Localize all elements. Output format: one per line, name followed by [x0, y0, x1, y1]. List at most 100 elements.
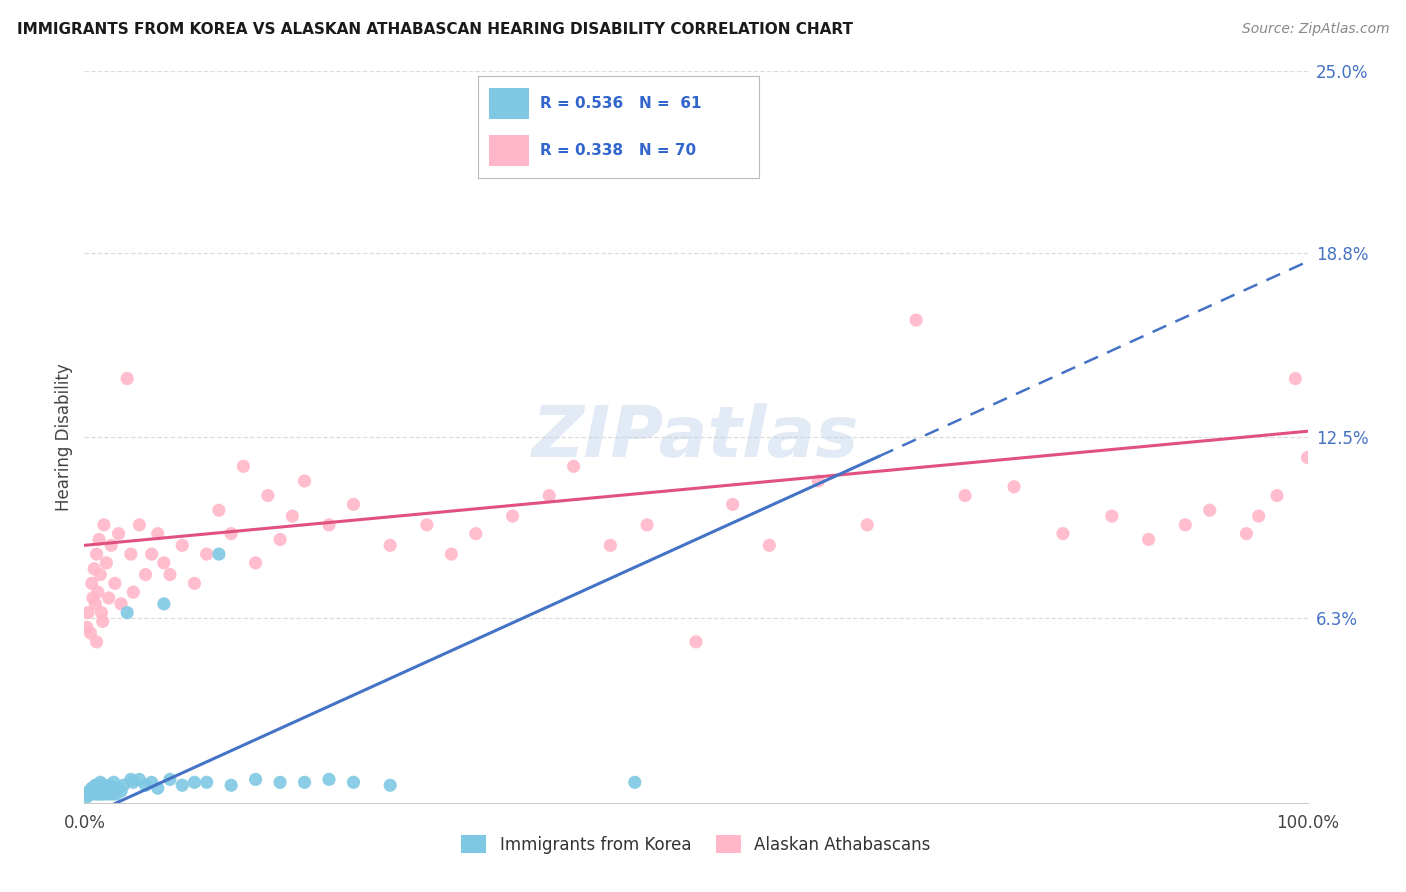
Point	[153, 597, 176, 611]
Point	[141, 547, 163, 561]
Point	[599, 538, 621, 552]
Point	[84, 787, 107, 801]
Point	[84, 597, 107, 611]
Point	[120, 547, 142, 561]
Point	[86, 778, 108, 792]
Point	[146, 781, 169, 796]
Point	[79, 787, 101, 801]
Point	[79, 626, 101, 640]
Point	[624, 775, 647, 789]
Point	[1137, 533, 1160, 547]
Point	[721, 497, 744, 511]
Point	[97, 778, 120, 792]
Point	[135, 778, 157, 792]
Point	[195, 775, 218, 789]
Point	[1052, 526, 1074, 541]
Point	[97, 784, 120, 798]
Point	[98, 784, 121, 798]
Point	[1265, 489, 1288, 503]
Point	[86, 784, 108, 798]
Point	[104, 784, 127, 798]
Bar	[489, 136, 529, 166]
Point	[122, 585, 145, 599]
Point	[77, 787, 100, 801]
Point	[219, 778, 242, 792]
Point	[107, 526, 129, 541]
Point	[636, 517, 658, 532]
Point	[80, 787, 103, 801]
Point	[159, 567, 181, 582]
Point	[115, 606, 138, 620]
Point	[79, 784, 101, 798]
Point	[1236, 526, 1258, 541]
Point	[101, 787, 124, 801]
Point	[318, 517, 340, 532]
Point	[502, 509, 524, 524]
Point	[83, 784, 105, 798]
Point	[1284, 371, 1306, 385]
Point	[122, 775, 145, 789]
Point	[91, 787, 114, 801]
Point	[146, 526, 169, 541]
Point	[100, 538, 122, 552]
Point	[91, 615, 114, 629]
Point	[257, 489, 280, 503]
Point	[281, 509, 304, 524]
Point	[135, 567, 157, 582]
Point	[380, 538, 402, 552]
Point	[93, 784, 115, 798]
Point	[120, 772, 142, 787]
Point	[86, 635, 108, 649]
Point	[96, 556, 118, 570]
Point	[294, 775, 316, 789]
Point	[83, 562, 105, 576]
Point	[1247, 509, 1270, 524]
Point	[245, 556, 267, 570]
Text: ZIPatlas: ZIPatlas	[533, 402, 859, 472]
Point	[76, 620, 98, 634]
Point	[87, 784, 110, 798]
Point	[97, 787, 120, 801]
Point	[86, 547, 108, 561]
Point	[87, 778, 110, 792]
Point	[84, 778, 107, 792]
Point	[183, 775, 205, 789]
Point	[103, 775, 125, 789]
Point	[195, 547, 218, 561]
Point	[107, 781, 129, 796]
Point	[93, 517, 115, 532]
Point	[172, 778, 194, 792]
Y-axis label: Hearing Disability: Hearing Disability	[55, 363, 73, 511]
Point	[110, 784, 132, 798]
Legend: Immigrants from Korea, Alaskan Athabascans: Immigrants from Korea, Alaskan Athabasca…	[454, 829, 938, 860]
Point	[89, 787, 111, 801]
Point	[89, 567, 111, 582]
Point	[208, 547, 231, 561]
Point	[96, 781, 118, 796]
Point	[82, 781, 104, 796]
Point	[342, 775, 364, 789]
Point	[77, 784, 100, 798]
Point	[685, 635, 707, 649]
Point	[91, 778, 114, 792]
Point	[87, 787, 110, 801]
Point	[153, 556, 176, 570]
Point	[538, 489, 561, 503]
Point	[128, 517, 150, 532]
Point	[141, 775, 163, 789]
Point	[1174, 517, 1197, 532]
Point	[245, 772, 267, 787]
Point	[1002, 480, 1025, 494]
Point	[416, 517, 439, 532]
Point	[76, 789, 98, 804]
Bar	[489, 88, 529, 119]
Point	[269, 775, 291, 789]
Point	[464, 526, 486, 541]
Point	[208, 503, 231, 517]
Point	[105, 787, 128, 801]
Point	[77, 606, 100, 620]
Point	[97, 591, 120, 605]
Point	[856, 517, 879, 532]
Point	[905, 313, 928, 327]
Point	[83, 781, 105, 796]
